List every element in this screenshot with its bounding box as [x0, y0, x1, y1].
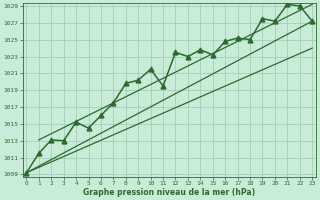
X-axis label: Graphe pression niveau de la mer (hPa): Graphe pression niveau de la mer (hPa)	[83, 188, 255, 197]
